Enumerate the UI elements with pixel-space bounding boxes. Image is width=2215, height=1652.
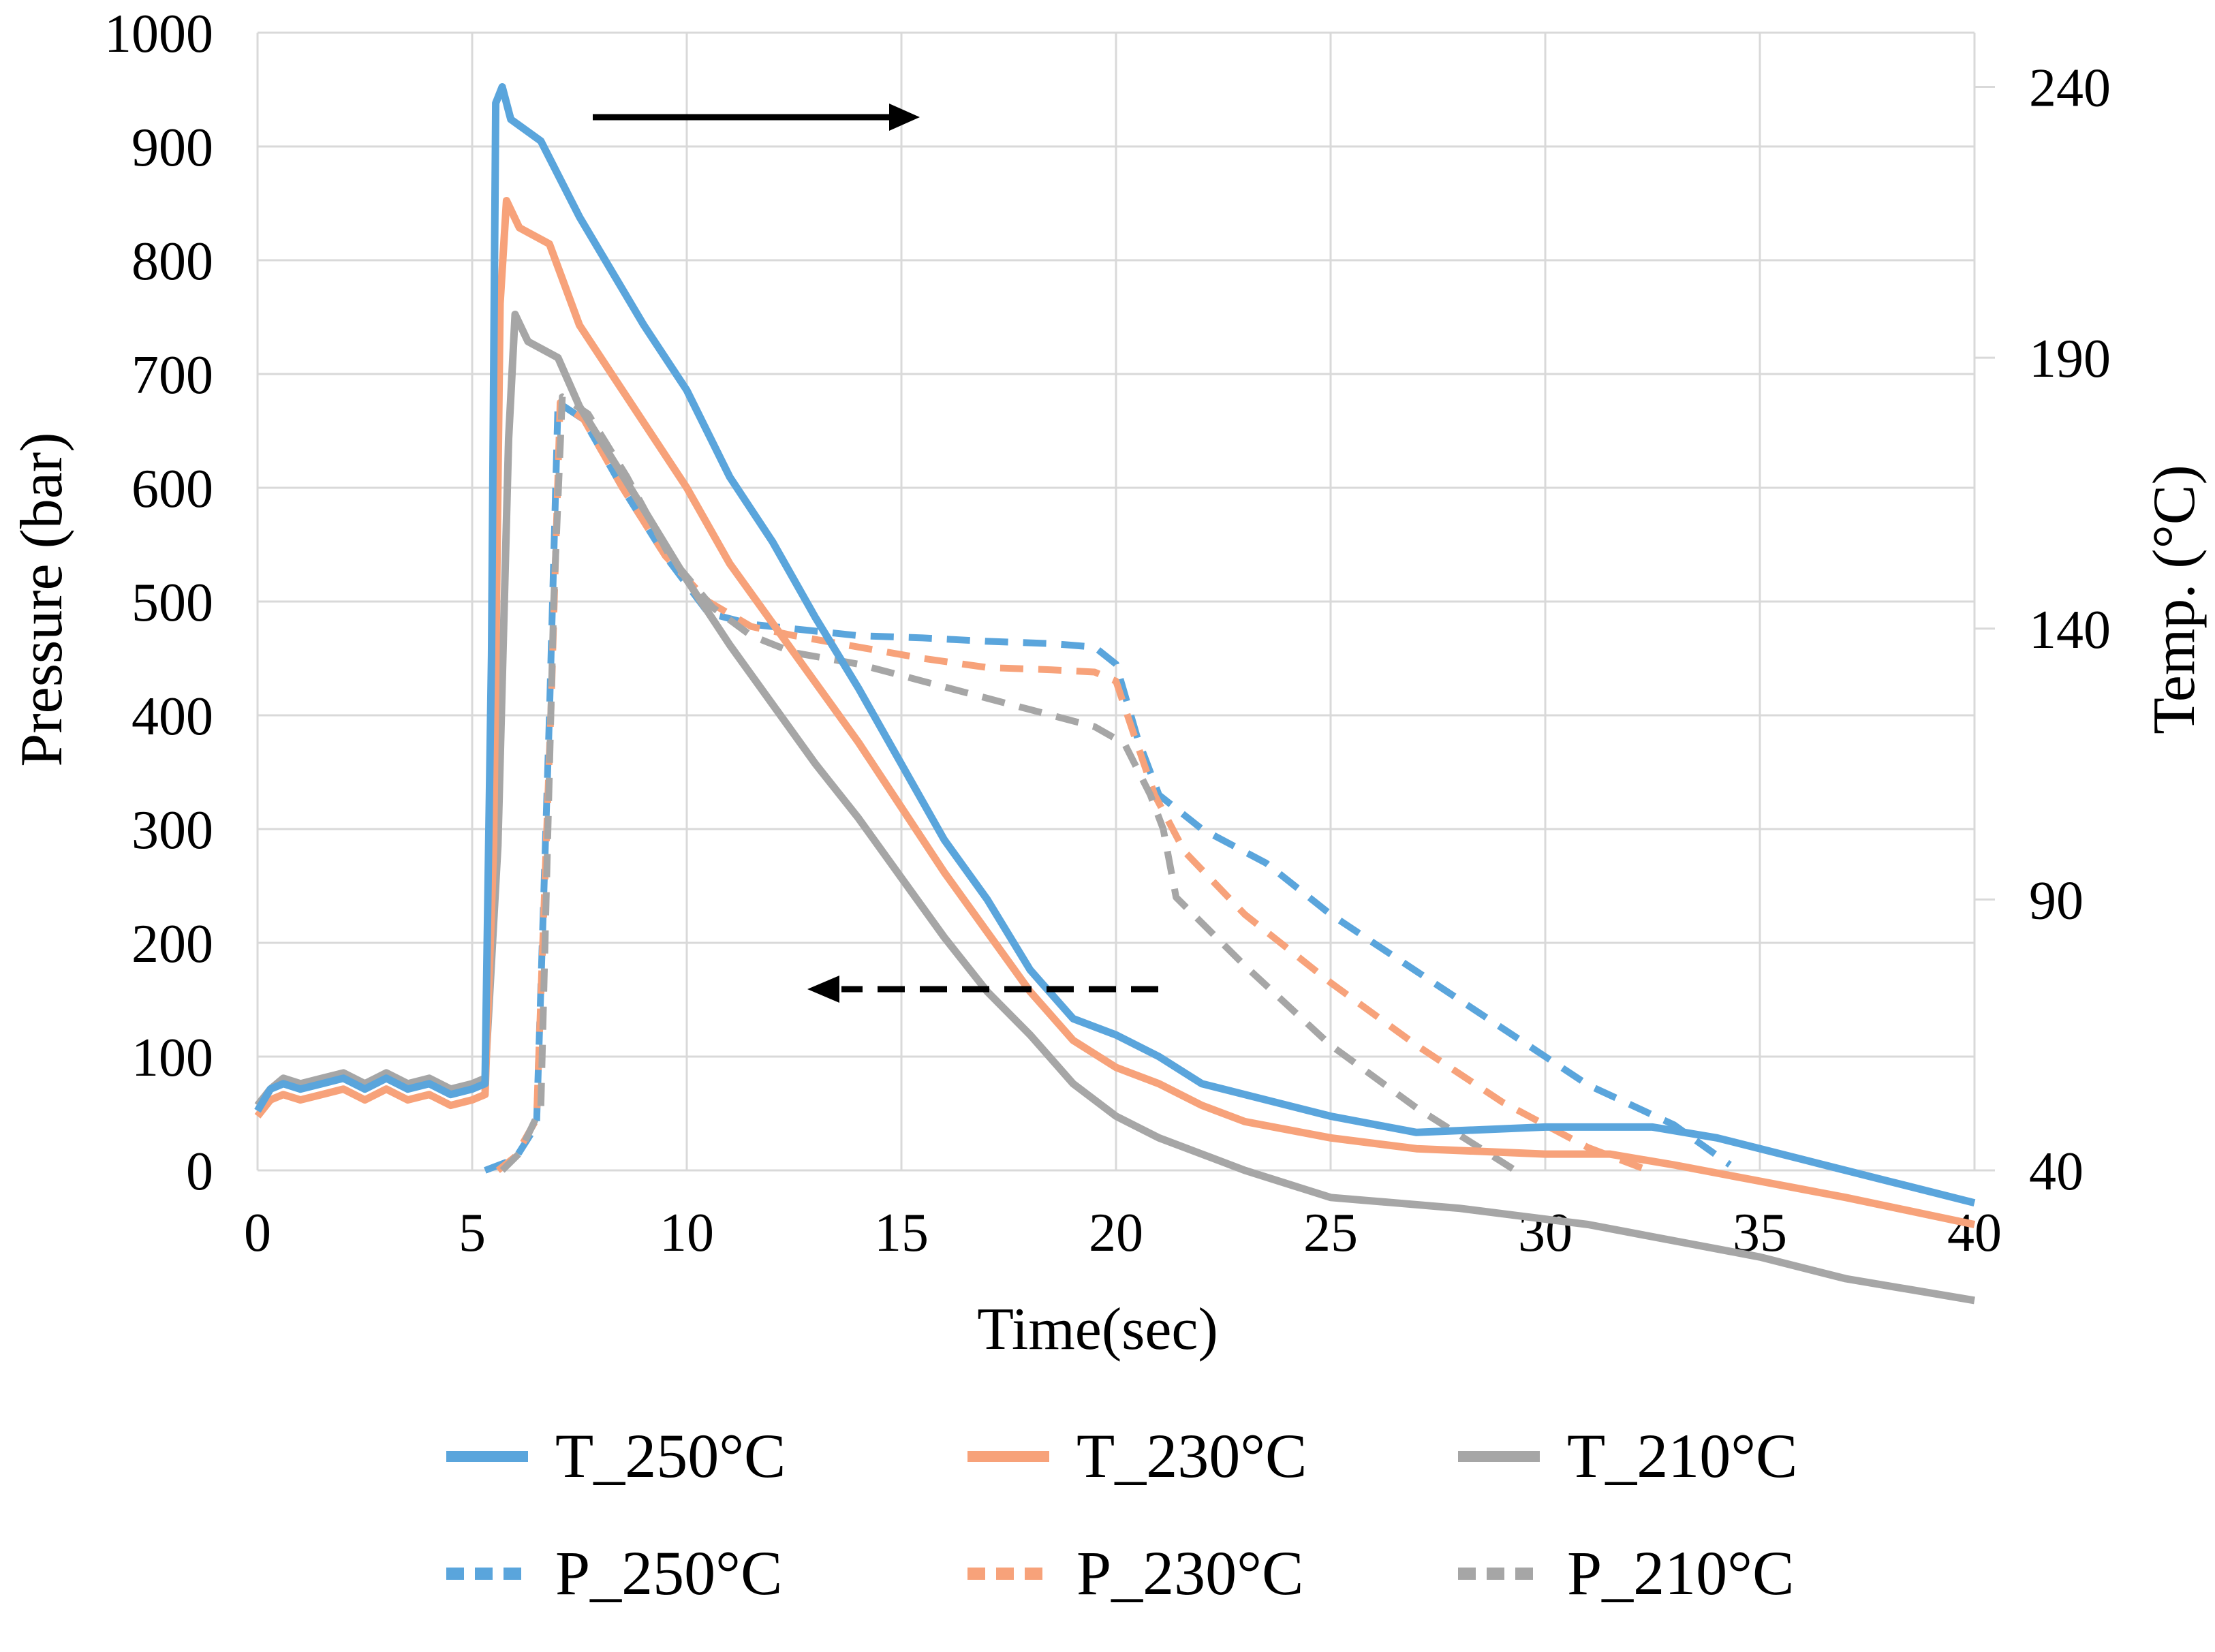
y-left-tick: 400 (131, 687, 213, 747)
legend-label: P_230°C (1076, 1538, 1303, 1608)
y-left-tick: 200 (131, 914, 213, 974)
y-left-tick: 0 (186, 1142, 213, 1202)
series-t-250-c (254, 83, 1976, 1207)
x-axis: 0 5 10 15 20 25 30 35 40 (244, 1203, 2002, 1263)
legend-item: P_210°C (1458, 1538, 1794, 1608)
x-tick-label: 20 (1089, 1203, 1143, 1263)
x-tick-label: 25 (1303, 1203, 1358, 1263)
y-axis-right: 40 90 140 190 240 (1973, 33, 2111, 1202)
y-axis-right-title: Temp. (°C) (2141, 465, 2208, 734)
x-tick-label: 15 (874, 1203, 929, 1263)
y-right-tick: 190 (2029, 329, 2111, 389)
y-left-tick-label: 1000 (104, 4, 213, 64)
x-tick: 10 (660, 1203, 714, 1263)
legend-label: P_250°C (555, 1538, 782, 1608)
x-tick-label: 0 (244, 1203, 271, 1263)
y-left-tick-label: 200 (131, 914, 213, 974)
x-tick: 30 (1518, 1203, 1573, 1263)
y-right-tick-label: 190 (2029, 329, 2111, 389)
y-left-tick-label: 100 (131, 1028, 213, 1088)
arrow-right-head (889, 104, 920, 131)
legend-item: P_230°C (967, 1538, 1303, 1608)
series-layer (254, 83, 1976, 1305)
y-axis-left-title: Pressure (bar) (9, 432, 75, 766)
series-t-230-c (254, 197, 1976, 1228)
legend-item: T_210°C (1458, 1421, 1797, 1491)
y-left-tick-label: 300 (131, 800, 213, 860)
grid (256, 31, 1976, 1172)
x-tick-label: 40 (1947, 1203, 2002, 1263)
legend-label: T_230°C (1076, 1421, 1307, 1491)
x-tick-label: 10 (660, 1203, 714, 1263)
legend-item: P_250°C (446, 1538, 782, 1608)
x-tick: 40 (1947, 1203, 2002, 1263)
legend-label: T_210°C (1567, 1421, 1797, 1491)
y-right-tick-label: 140 (2029, 600, 2111, 660)
x-tick: 15 (874, 1203, 929, 1263)
legend-item: T_250°C (446, 1421, 786, 1491)
legend-item: T_230°C (967, 1421, 1307, 1491)
x-tick: 25 (1303, 1203, 1358, 1263)
x-tick-label: 5 (459, 1203, 486, 1263)
x-axis-title: Time(sec) (977, 1296, 1218, 1362)
y-right-tick-label: 240 (2029, 59, 2111, 119)
y-left-tick: 700 (131, 345, 213, 405)
y-right-tick: 140 (2029, 600, 2111, 660)
y-right-tick-label: 40 (2029, 1142, 2084, 1202)
y-left-tick-label: 900 (131, 118, 213, 178)
y-left-tick: 300 (131, 800, 213, 860)
x-tick: 20 (1089, 1203, 1143, 1263)
arrow-left-head (807, 976, 839, 1003)
y-left-tick-label: 700 (131, 345, 213, 405)
y-left-tick: 900 (131, 118, 213, 178)
y-left-tick: 500 (131, 573, 213, 633)
series-p-210-c (499, 393, 1517, 1174)
x-tick: 5 (459, 1203, 486, 1263)
y-left-tick-label: 500 (131, 573, 213, 633)
series-p-250-c (484, 399, 1732, 1174)
y-left-tick-label: 0 (186, 1142, 213, 1202)
legend-label: P_210°C (1567, 1538, 1794, 1608)
y-axis-left: 0 100 200 300 400 500 600 700 800 900 1000 (104, 4, 213, 1202)
y-left-tick-label: 800 (131, 232, 213, 292)
x-tick-label: 30 (1518, 1203, 1573, 1263)
y-left-tick: 1000 (104, 4, 213, 64)
legend-label: T_250°C (555, 1421, 786, 1491)
y-right-tick: 90 (2029, 871, 2084, 931)
y-right-tick: 40 (2029, 1142, 2084, 1202)
y-right-tick-label: 90 (2029, 871, 2084, 931)
y-right-tick: 240 (2029, 59, 2111, 119)
y-left-tick: 600 (131, 459, 213, 519)
series-p-230-c (495, 399, 1649, 1174)
y-left-tick-label: 600 (131, 459, 213, 519)
y-left-tick: 800 (131, 232, 213, 292)
y-left-tick: 100 (131, 1028, 213, 1088)
annotations (593, 104, 1158, 1003)
x-tick: 0 (244, 1203, 271, 1263)
legend: T_250°C T_230°C T_210°C P_250°C P_230°C P_210… (446, 1421, 1797, 1608)
series-t-210-c (254, 311, 1975, 1305)
y-left-tick-label: 400 (131, 687, 213, 747)
